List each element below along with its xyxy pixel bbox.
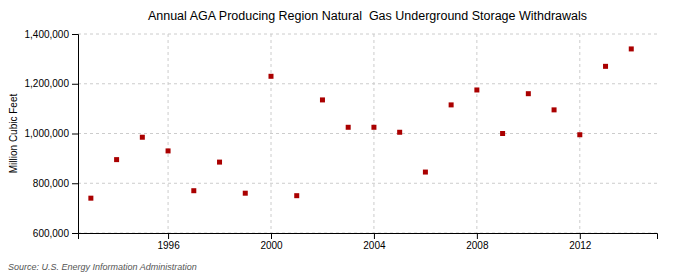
point [577,132,582,137]
point [552,107,557,112]
point [269,74,274,79]
y-tick-label: 800,000 [33,178,70,189]
x-tick-mark [168,233,169,239]
point [371,125,376,130]
x-tick-mark [374,233,375,239]
y-tick-mark [72,84,78,85]
point [629,46,634,51]
y-tick: 1,200,000 [25,78,79,89]
points [88,46,633,200]
point [140,135,145,140]
grid [78,34,657,233]
grid-line-y [78,183,657,184]
point [603,64,608,69]
y-tick-mark [72,183,78,184]
x-tick-label: 1996 [157,240,180,251]
y-tick-label: 1,000,000 [25,128,70,139]
y-tick: 600,000 [33,228,78,239]
point [294,193,299,198]
y-tick-mark [72,34,78,35]
point [526,91,531,96]
point [166,148,171,153]
point [346,125,351,130]
x-tick-label: 2000 [260,240,283,251]
plot: 1996 2000 2004 2008 2012 600,000 800,000 1,000,… [25,29,658,251]
point [500,131,505,136]
x-tick-mark [271,233,272,239]
x-tick: 2008 [466,233,489,251]
grid-line-y [78,34,657,35]
y-tick-label: 600,000 [33,228,70,239]
source: Source: U.S. Energy Information Administ… [8,262,197,272]
x-tick-mark [580,233,581,239]
y-tick-label: 1,400,000 [25,29,70,40]
grid-line-y [78,133,657,134]
y-tick-mark [72,134,78,135]
x-tick-label: 2004 [363,240,386,251]
y-tick-label: 1,200,000 [25,78,70,89]
title: Annual AGA Producing Region Natural Gas … [148,9,587,23]
point [320,97,325,102]
y-axis-title: Million Cubic Feet [8,94,19,174]
y-tick: 1,400,000 [25,29,79,40]
x-tick: 2004 [363,233,386,251]
y-axis-line [72,35,79,234]
y-tick: 800,000 [33,178,78,189]
x-tick: 2000 [260,233,283,251]
x-tick-label: 2012 [569,240,592,251]
point [397,130,402,135]
grid-line-y [78,83,657,84]
point [449,102,454,107]
y-tick-mark [72,233,78,234]
x-tick-mark [477,233,478,239]
point [474,87,479,92]
x-tick: 1996 [157,233,180,251]
point [114,157,119,162]
chart: 1996 2000 2004 2008 2012 600,000 800,000 1,000,… [0,0,675,275]
x-tick: 2012 [569,233,592,251]
point [243,191,248,196]
x-axis-line [79,234,658,240]
point [217,160,222,165]
y-tick: 1,000,000 [25,128,79,139]
x-tick-label: 2008 [466,240,489,251]
point [423,170,428,175]
y-axis: 600,000 800,000 1,000,000 1,200,000 1,400,00… [25,29,79,239]
point [88,196,93,201]
point [191,188,196,193]
x-axis: 1996 2000 2004 2008 2012 [79,233,658,251]
